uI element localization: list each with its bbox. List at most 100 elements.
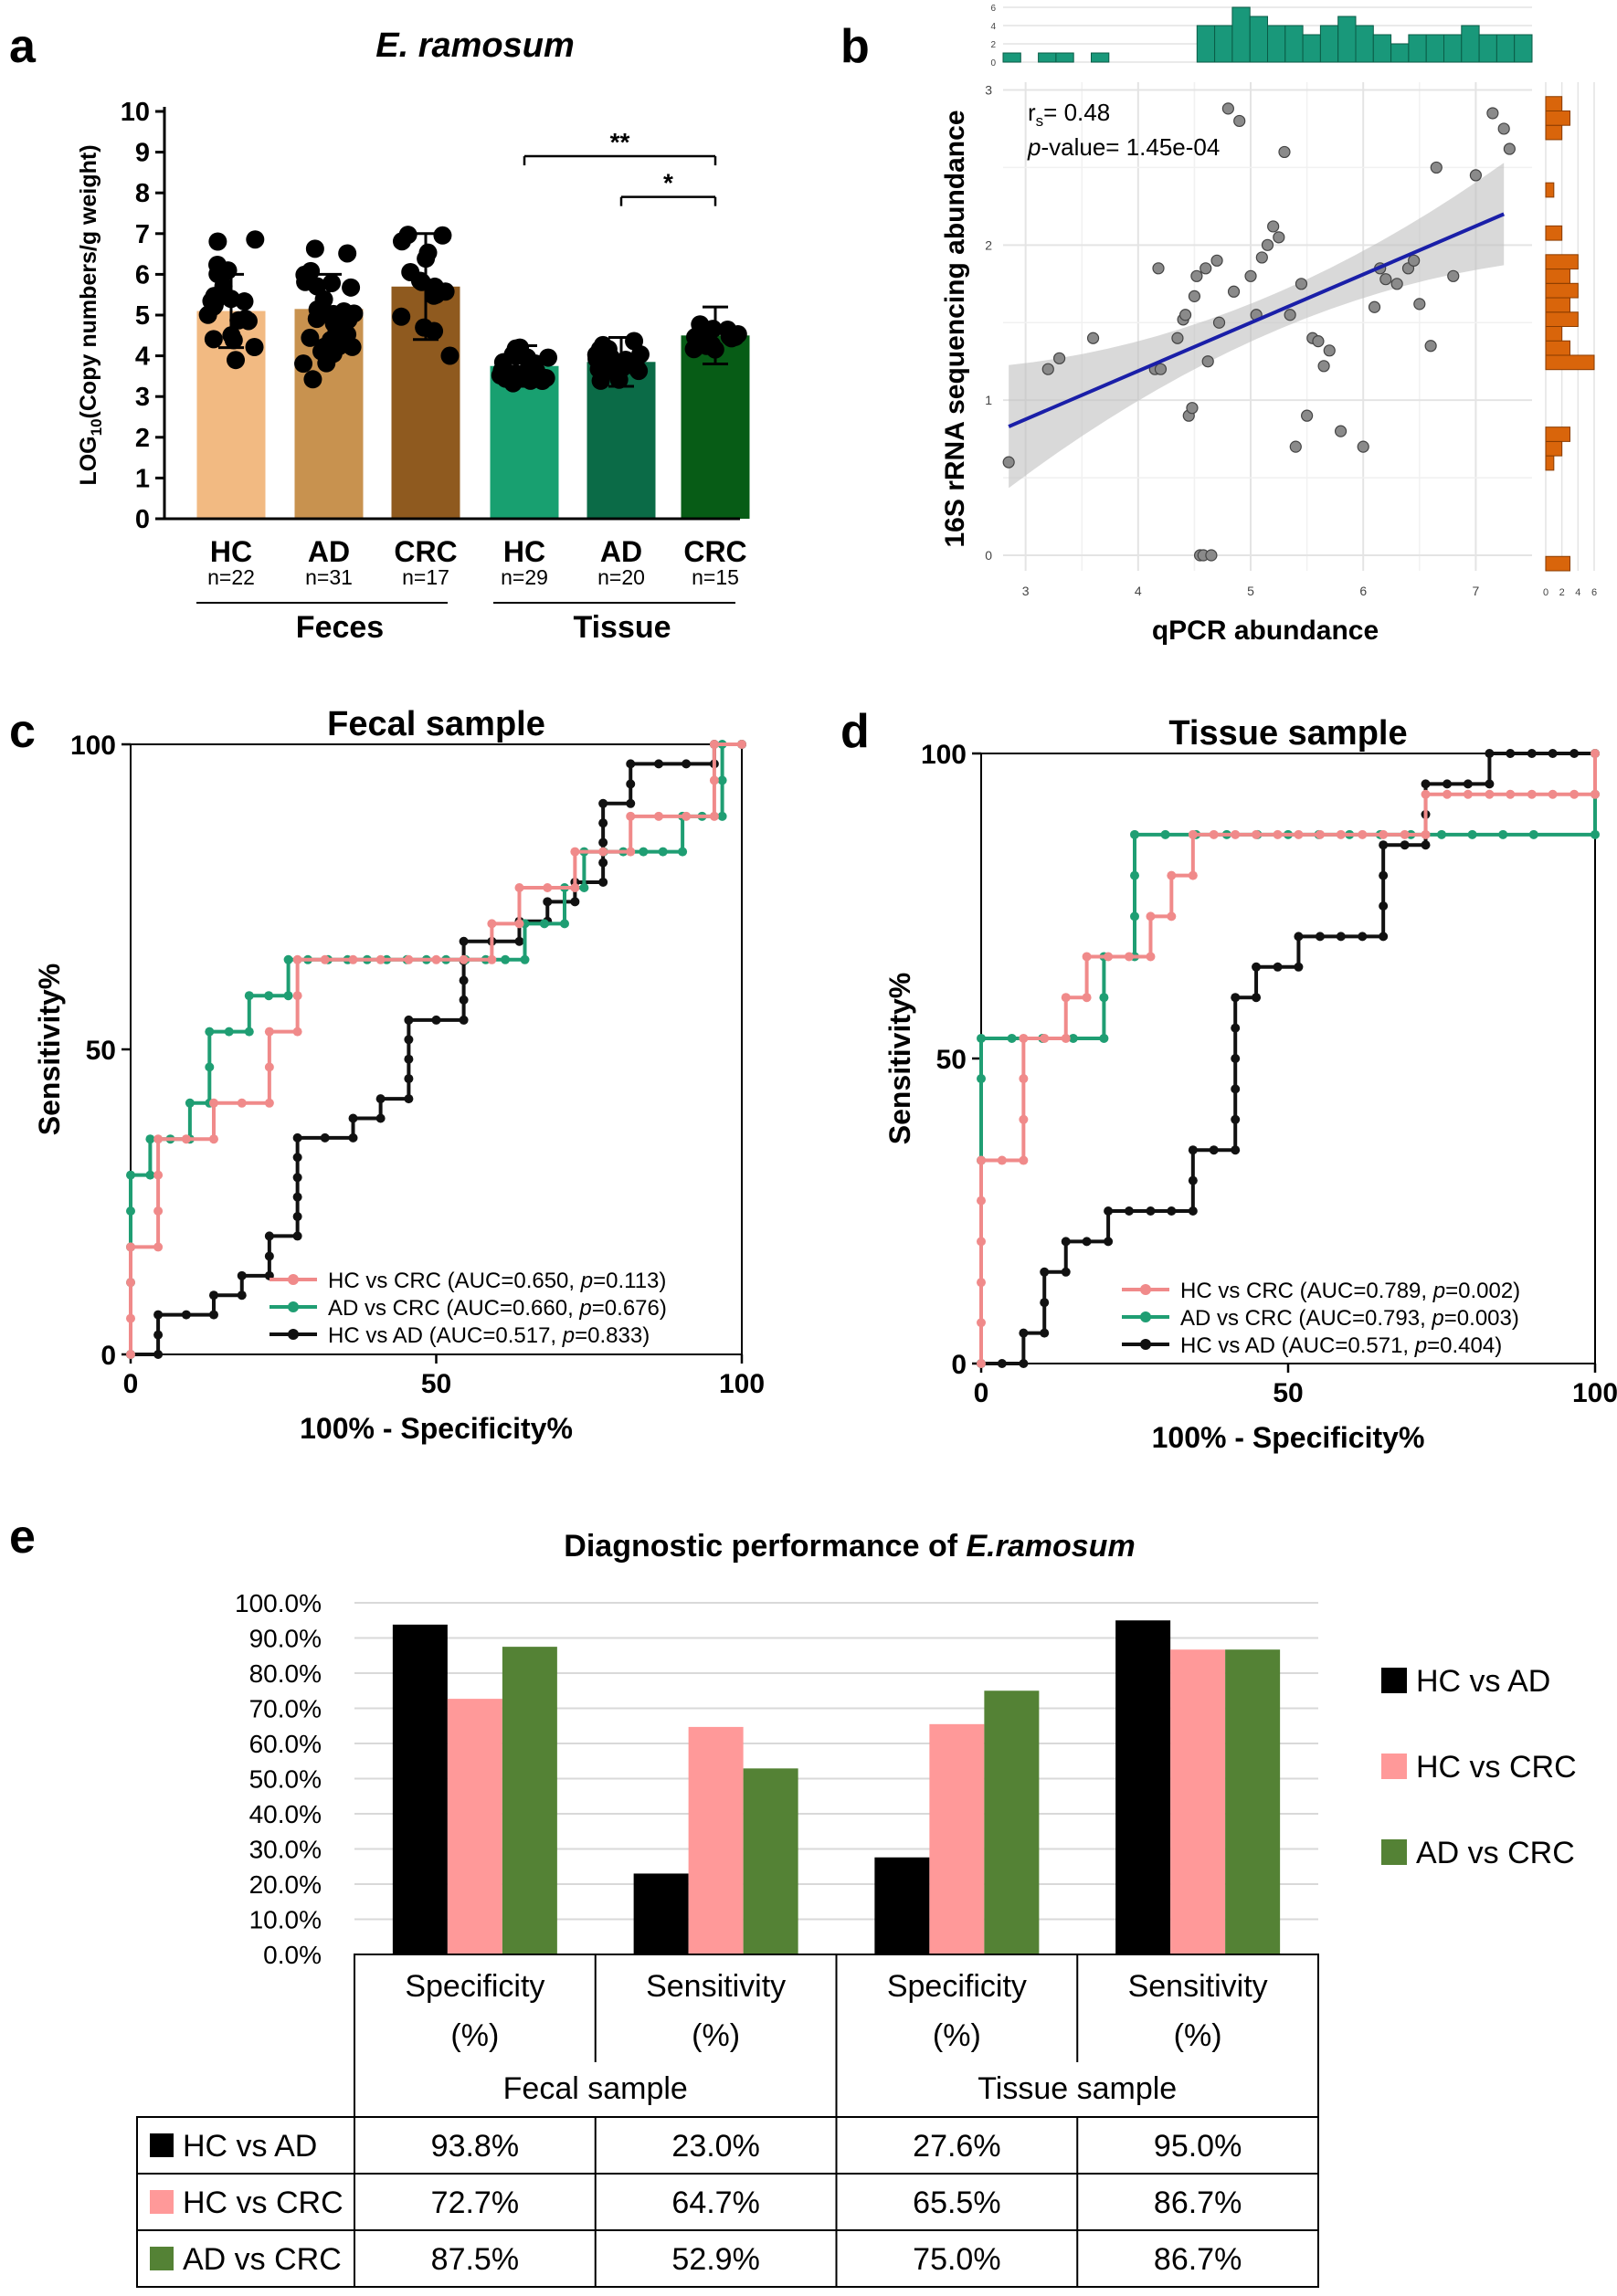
roc-point bbox=[1231, 1145, 1241, 1155]
x-tick-label: 50 bbox=[1273, 1378, 1303, 1408]
bar bbox=[392, 1624, 448, 1954]
roc-point bbox=[264, 1098, 274, 1108]
roc-point bbox=[244, 1027, 254, 1037]
hist-right-bar bbox=[1545, 455, 1555, 471]
roc-point bbox=[1315, 829, 1325, 839]
data-dot bbox=[305, 239, 324, 258]
roc-point bbox=[1421, 789, 1431, 799]
table-cell: 86.7% bbox=[1154, 2242, 1242, 2277]
hist-top-bar bbox=[1284, 25, 1304, 63]
scatter-point bbox=[1368, 300, 1381, 313]
table-cell: 87.5% bbox=[431, 2242, 519, 2277]
roc-point bbox=[292, 1027, 302, 1037]
roc-point bbox=[283, 954, 293, 964]
y-tick-label: 60.0% bbox=[249, 1730, 322, 1758]
data-dot bbox=[245, 338, 264, 357]
roc-point bbox=[126, 1350, 135, 1359]
table-cell: 93.8% bbox=[431, 2129, 519, 2164]
roc-line bbox=[981, 752, 1595, 1365]
chart-title: Tissue sample bbox=[1168, 714, 1407, 753]
y-tick-label: 8 bbox=[135, 179, 150, 208]
confidence-band bbox=[1009, 163, 1505, 489]
roc-point bbox=[1167, 911, 1177, 922]
scatter-point bbox=[1503, 142, 1516, 155]
hist-top-tick: 0 bbox=[990, 58, 996, 68]
legend-swatch bbox=[1381, 1754, 1407, 1779]
y-tick-label: 7 bbox=[135, 220, 150, 249]
bar bbox=[490, 365, 559, 519]
hist-right-bar bbox=[1545, 311, 1579, 328]
data-dot bbox=[513, 345, 532, 364]
legend-label: HC vs AD (AUC=0.571, p=0.404) bbox=[1180, 1333, 1502, 1358]
table-row bbox=[136, 2229, 1319, 2288]
y-tick-label: 1 bbox=[985, 393, 992, 407]
hist-top-bar bbox=[1461, 25, 1480, 63]
roc-point bbox=[1040, 1298, 1050, 1308]
y-tick-label: 30.0% bbox=[249, 1836, 322, 1864]
y-tick-label: 20.0% bbox=[249, 1870, 322, 1899]
n-label: n=31 bbox=[305, 565, 353, 589]
roc-point bbox=[626, 779, 636, 789]
y-tick-label: 50.0% bbox=[249, 1765, 322, 1794]
roc-point bbox=[682, 759, 692, 769]
hist-right-tick: 6 bbox=[1591, 587, 1597, 598]
roc-point bbox=[514, 936, 524, 946]
roc-point bbox=[977, 1318, 986, 1328]
scatter-point bbox=[1255, 251, 1268, 264]
row-label: HC vs AD bbox=[183, 2129, 317, 2164]
x-tick-label: 3 bbox=[1022, 584, 1030, 598]
data-dot bbox=[703, 320, 723, 339]
roc-point bbox=[543, 882, 553, 892]
roc-point bbox=[1231, 1023, 1241, 1033]
scatter-point bbox=[1201, 355, 1214, 368]
roc-point bbox=[717, 775, 727, 785]
y-tick-label: 0.0% bbox=[263, 1941, 322, 1969]
scatter-point bbox=[1301, 409, 1314, 422]
roc-point bbox=[1068, 1033, 1078, 1043]
roc-point bbox=[126, 1242, 135, 1252]
hist-right-bar bbox=[1545, 340, 1570, 356]
data-dot bbox=[322, 273, 342, 292]
x-tick-label: 4 bbox=[1135, 584, 1142, 598]
roc-point bbox=[459, 936, 469, 946]
data-dot bbox=[343, 337, 362, 356]
chart-title: Fecal sample bbox=[327, 705, 545, 743]
roc-point bbox=[459, 954, 469, 964]
roc-point bbox=[1591, 789, 1600, 799]
roc-point bbox=[153, 1330, 164, 1340]
legend-marker bbox=[288, 1274, 299, 1285]
roc-point bbox=[1273, 962, 1283, 972]
panel-d-chart: Tissue sample 0 50 100 0 50 100 100% - Specific… bbox=[883, 714, 1617, 1454]
roc-point bbox=[1104, 1237, 1114, 1247]
table-cell: 65.5% bbox=[913, 2185, 1000, 2220]
legend-marker bbox=[1140, 1311, 1151, 1322]
roc-point bbox=[1294, 829, 1304, 839]
legend-label: AD vs CRC bbox=[1416, 1836, 1575, 1870]
roc-point bbox=[1167, 1206, 1177, 1216]
roc-line bbox=[129, 743, 742, 1354]
y-tick-label: 0 bbox=[100, 1341, 116, 1371]
roc-point bbox=[1463, 789, 1473, 799]
x-axis-label: 100% - Specificity% bbox=[1152, 1421, 1425, 1454]
data-dot bbox=[338, 244, 357, 263]
hist-top-bar bbox=[1196, 25, 1216, 63]
hist-top-bar bbox=[1038, 52, 1057, 63]
table-cell: 72.7% bbox=[431, 2185, 519, 2220]
hist-right-bar bbox=[1545, 254, 1579, 270]
roc-point bbox=[1485, 789, 1495, 799]
roc-point bbox=[1548, 789, 1558, 799]
n-label: n=15 bbox=[692, 565, 739, 589]
roc-point bbox=[997, 1359, 1007, 1368]
data-dot bbox=[589, 360, 608, 379]
hist-right-bar bbox=[1545, 555, 1570, 572]
roc-point bbox=[153, 1242, 164, 1252]
roc-point bbox=[1209, 1145, 1219, 1155]
scatter-point bbox=[1284, 309, 1296, 321]
legend-swatch bbox=[1381, 1668, 1407, 1693]
panel-letter-d: d bbox=[840, 705, 870, 758]
y-tick-label: 6 bbox=[135, 260, 150, 290]
row-swatch bbox=[150, 2133, 174, 2157]
roc-point bbox=[977, 1237, 986, 1247]
roc-point bbox=[570, 847, 580, 857]
data-dot bbox=[417, 249, 436, 269]
